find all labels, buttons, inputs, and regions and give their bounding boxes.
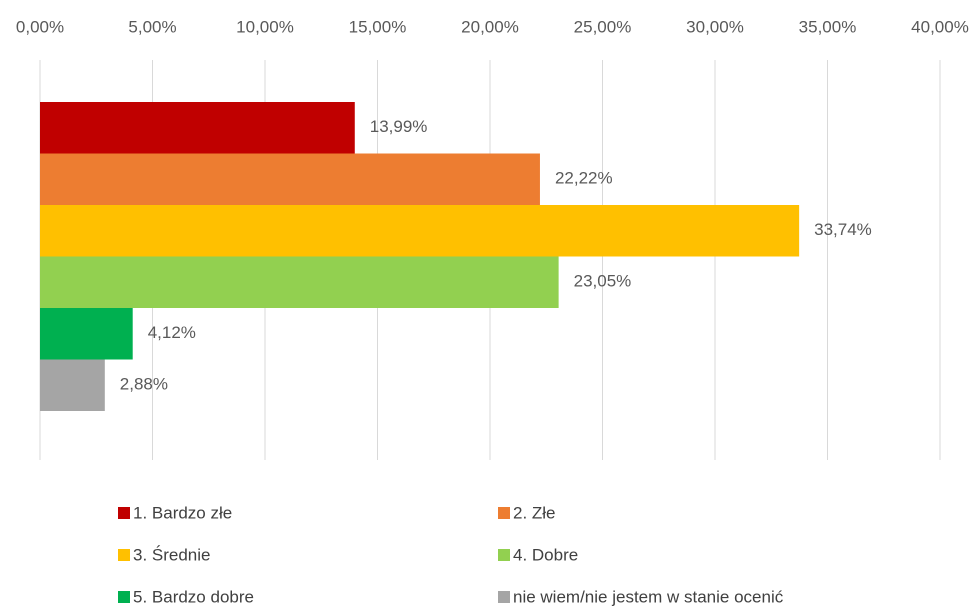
x-tick-label: 10,00% [236, 17, 294, 36]
data-label: 22,22% [555, 169, 613, 188]
legend-label: 2. Złe [513, 503, 556, 522]
bar [40, 153, 540, 205]
bar [40, 359, 105, 411]
x-tick-label: 15,00% [349, 17, 407, 36]
x-tick-label: 40,00% [911, 17, 969, 36]
bar [40, 256, 559, 308]
legend-label: nie wiem/nie jestem w stanie ocenić [513, 587, 784, 606]
x-tick-label: 35,00% [799, 17, 857, 36]
legend-label: 5. Bardzo dobre [133, 587, 254, 606]
legend-label: 4. Dobre [513, 545, 578, 564]
legend-swatch [118, 591, 130, 603]
data-label: 13,99% [370, 117, 428, 136]
bar [40, 102, 355, 154]
legend-swatch [498, 591, 510, 603]
data-label: 23,05% [574, 272, 632, 291]
legend-swatch [498, 549, 510, 561]
data-label: 33,74% [814, 220, 872, 239]
x-tick-label: 0,00% [16, 17, 64, 36]
x-tick-label: 5,00% [128, 17, 176, 36]
legend-swatch [118, 507, 130, 519]
data-label: 4,12% [148, 323, 196, 342]
legend-label: 3. Średnie [133, 545, 211, 564]
bar [40, 308, 133, 360]
x-tick-label: 20,00% [461, 17, 519, 36]
bar [40, 205, 800, 257]
data-label: 2,88% [120, 375, 168, 394]
x-tick-label: 30,00% [686, 17, 744, 36]
x-tick-label: 25,00% [574, 17, 632, 36]
legend-swatch [118, 549, 130, 561]
legend-swatch [498, 507, 510, 519]
legend-label: 1. Bardzo złe [133, 503, 232, 522]
